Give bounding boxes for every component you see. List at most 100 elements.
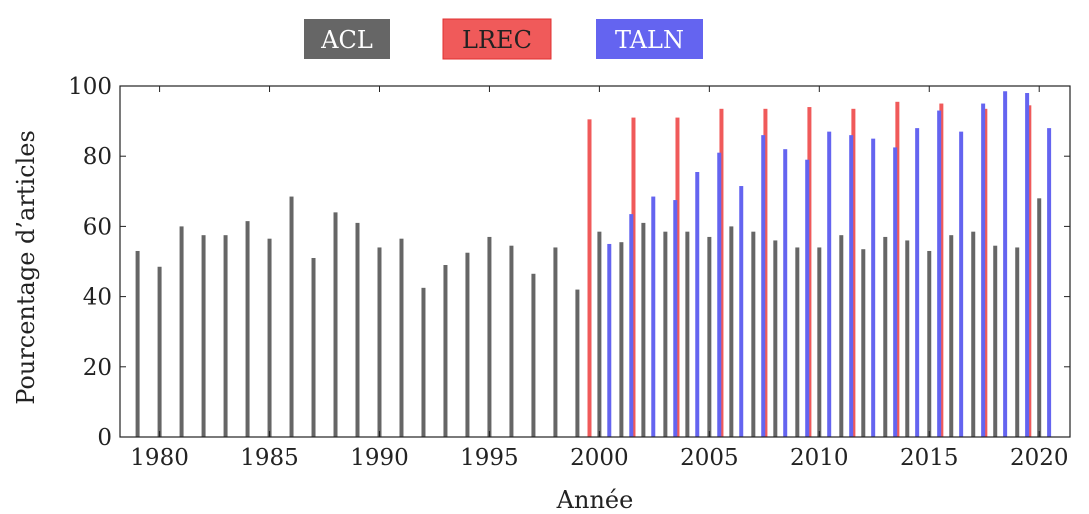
bar-lrec-2018 <box>983 108 988 437</box>
bar-acl-2013 <box>883 236 888 437</box>
bar-acl-1999 <box>575 289 580 437</box>
y-axis-title: Pourcentage d’articles <box>12 130 40 405</box>
bar-acl-1996 <box>509 245 514 437</box>
bar-taln-2014 <box>915 128 920 437</box>
bar-acl-2015 <box>927 250 932 437</box>
bar-acl-2011 <box>839 235 844 437</box>
chart-legend: ACL LREC TALN <box>304 18 703 60</box>
bar-lrec-2004 <box>675 117 680 437</box>
bar-acl-2012 <box>861 249 866 437</box>
bar-taln-2002 <box>651 196 656 437</box>
bar-lrec-2010 <box>807 107 812 437</box>
x-tick-label-1985: 1985 <box>240 445 299 471</box>
x-tick-label-2000: 2000 <box>570 445 629 471</box>
bar-acl-1986 <box>289 196 294 437</box>
x-tick-label-1990: 1990 <box>350 445 409 471</box>
bar-acl-2009 <box>795 247 800 437</box>
bar-taln-2005 <box>717 152 722 437</box>
bar-taln-2000 <box>607 243 612 437</box>
y-tick-label-20: 20 <box>83 355 112 381</box>
y-tick-label-100: 100 <box>68 74 112 100</box>
bar-acl-1985 <box>267 238 272 437</box>
bar-acl-2018 <box>993 245 998 437</box>
bar-taln-2008 <box>783 149 788 437</box>
x-tick-label-1980: 1980 <box>130 445 189 471</box>
x-axis-title: Année <box>556 486 634 514</box>
chart-axes: 1980 1985 1990 1995 2000 2005 2010 2015 2020 0 20 4… <box>68 74 1071 471</box>
x-tick-label-1995: 1995 <box>460 445 519 471</box>
bar-lrec-2016 <box>939 103 944 438</box>
bar-taln-2003 <box>673 200 678 437</box>
bar-acl-1992 <box>421 287 426 437</box>
bar-acl-1982 <box>201 235 206 437</box>
legend-swatch-taln <box>596 19 703 59</box>
bar-taln-2020 <box>1047 128 1052 437</box>
bar-acl-2004 <box>685 231 690 437</box>
bar-acl-2014 <box>905 240 910 437</box>
bar-taln-2013 <box>893 147 898 437</box>
bar-taln-2015 <box>937 110 942 437</box>
bar-acl-2006 <box>729 226 734 437</box>
legend-swatch-acl <box>304 19 390 59</box>
bar-acl-1987 <box>311 257 316 437</box>
bar-taln-2016 <box>959 131 964 437</box>
bar-taln-2012 <box>871 138 876 437</box>
bar-acl-1984 <box>245 221 250 437</box>
bar-taln-2017 <box>981 103 986 438</box>
legend-swatch-lrec <box>442 18 552 60</box>
bar-acl-2017 <box>971 231 976 437</box>
bar-lrec-2000 <box>587 119 592 437</box>
bar-acl-1989 <box>355 222 360 437</box>
bar-acl-2016 <box>949 235 954 437</box>
bar-taln-2001 <box>629 214 634 437</box>
bar-acl-2002 <box>641 222 646 437</box>
bar-lrec-2006 <box>719 108 724 437</box>
bar-taln-2019 <box>1025 93 1030 438</box>
x-tick-label-2020: 2020 <box>1010 445 1069 471</box>
legend-label-taln: TALN <box>615 26 684 54</box>
bar-acl-1994 <box>465 252 470 437</box>
bar-acl-2001 <box>619 242 624 437</box>
bar-lrec-2014 <box>895 101 900 438</box>
y-tick-label-60: 60 <box>83 214 112 240</box>
bar-acl-2003 <box>663 231 668 437</box>
y-tick-label-80: 80 <box>83 144 112 170</box>
plot-frame <box>119 85 1071 438</box>
bar-acl-1979 <box>135 250 140 437</box>
bar-acl-2008 <box>773 240 778 437</box>
bar-taln-2011 <box>849 135 854 437</box>
y-tick-label-0: 0 <box>97 425 112 451</box>
x-tick-label-2015: 2015 <box>900 445 959 471</box>
bar-acl-2019 <box>1015 247 1020 437</box>
bar-acl-1991 <box>399 238 404 437</box>
bar-taln-2010 <box>827 131 832 437</box>
bar-taln-2009 <box>805 159 810 437</box>
bar-acl-2007 <box>751 231 756 437</box>
bar-lrec-2020 <box>1027 105 1032 437</box>
bar-acl-1983 <box>223 235 228 437</box>
x-tick-label-2005: 2005 <box>680 445 739 471</box>
y-tick-label-40: 40 <box>83 285 112 311</box>
legend-label-lrec: LREC <box>462 26 532 54</box>
bar-taln-2006 <box>739 186 744 437</box>
chart-bars <box>135 91 1052 438</box>
bar-taln-2018 <box>1003 91 1008 437</box>
bar-acl-1988 <box>333 212 338 437</box>
bar-lrec-2012 <box>851 108 856 437</box>
bar-acl-2005 <box>707 236 712 437</box>
bar-taln-2007 <box>761 135 766 437</box>
x-tick-label-2010: 2010 <box>790 445 849 471</box>
legend-label-acl: ACL <box>320 26 373 54</box>
bar-acl-1981 <box>179 226 184 437</box>
bar-acl-2010 <box>817 247 822 437</box>
bar-taln-2004 <box>695 172 700 437</box>
bar-acl-1995 <box>487 236 492 437</box>
bar-acl-2000 <box>597 231 602 437</box>
legend-item-acl: ACL <box>304 19 390 59</box>
bar-acl-1990 <box>377 247 382 437</box>
legend-item-taln: TALN <box>596 19 703 59</box>
bar-acl-1993 <box>443 265 448 437</box>
bar-lrec-2008 <box>763 108 768 437</box>
bar-acl-1998 <box>553 247 558 437</box>
